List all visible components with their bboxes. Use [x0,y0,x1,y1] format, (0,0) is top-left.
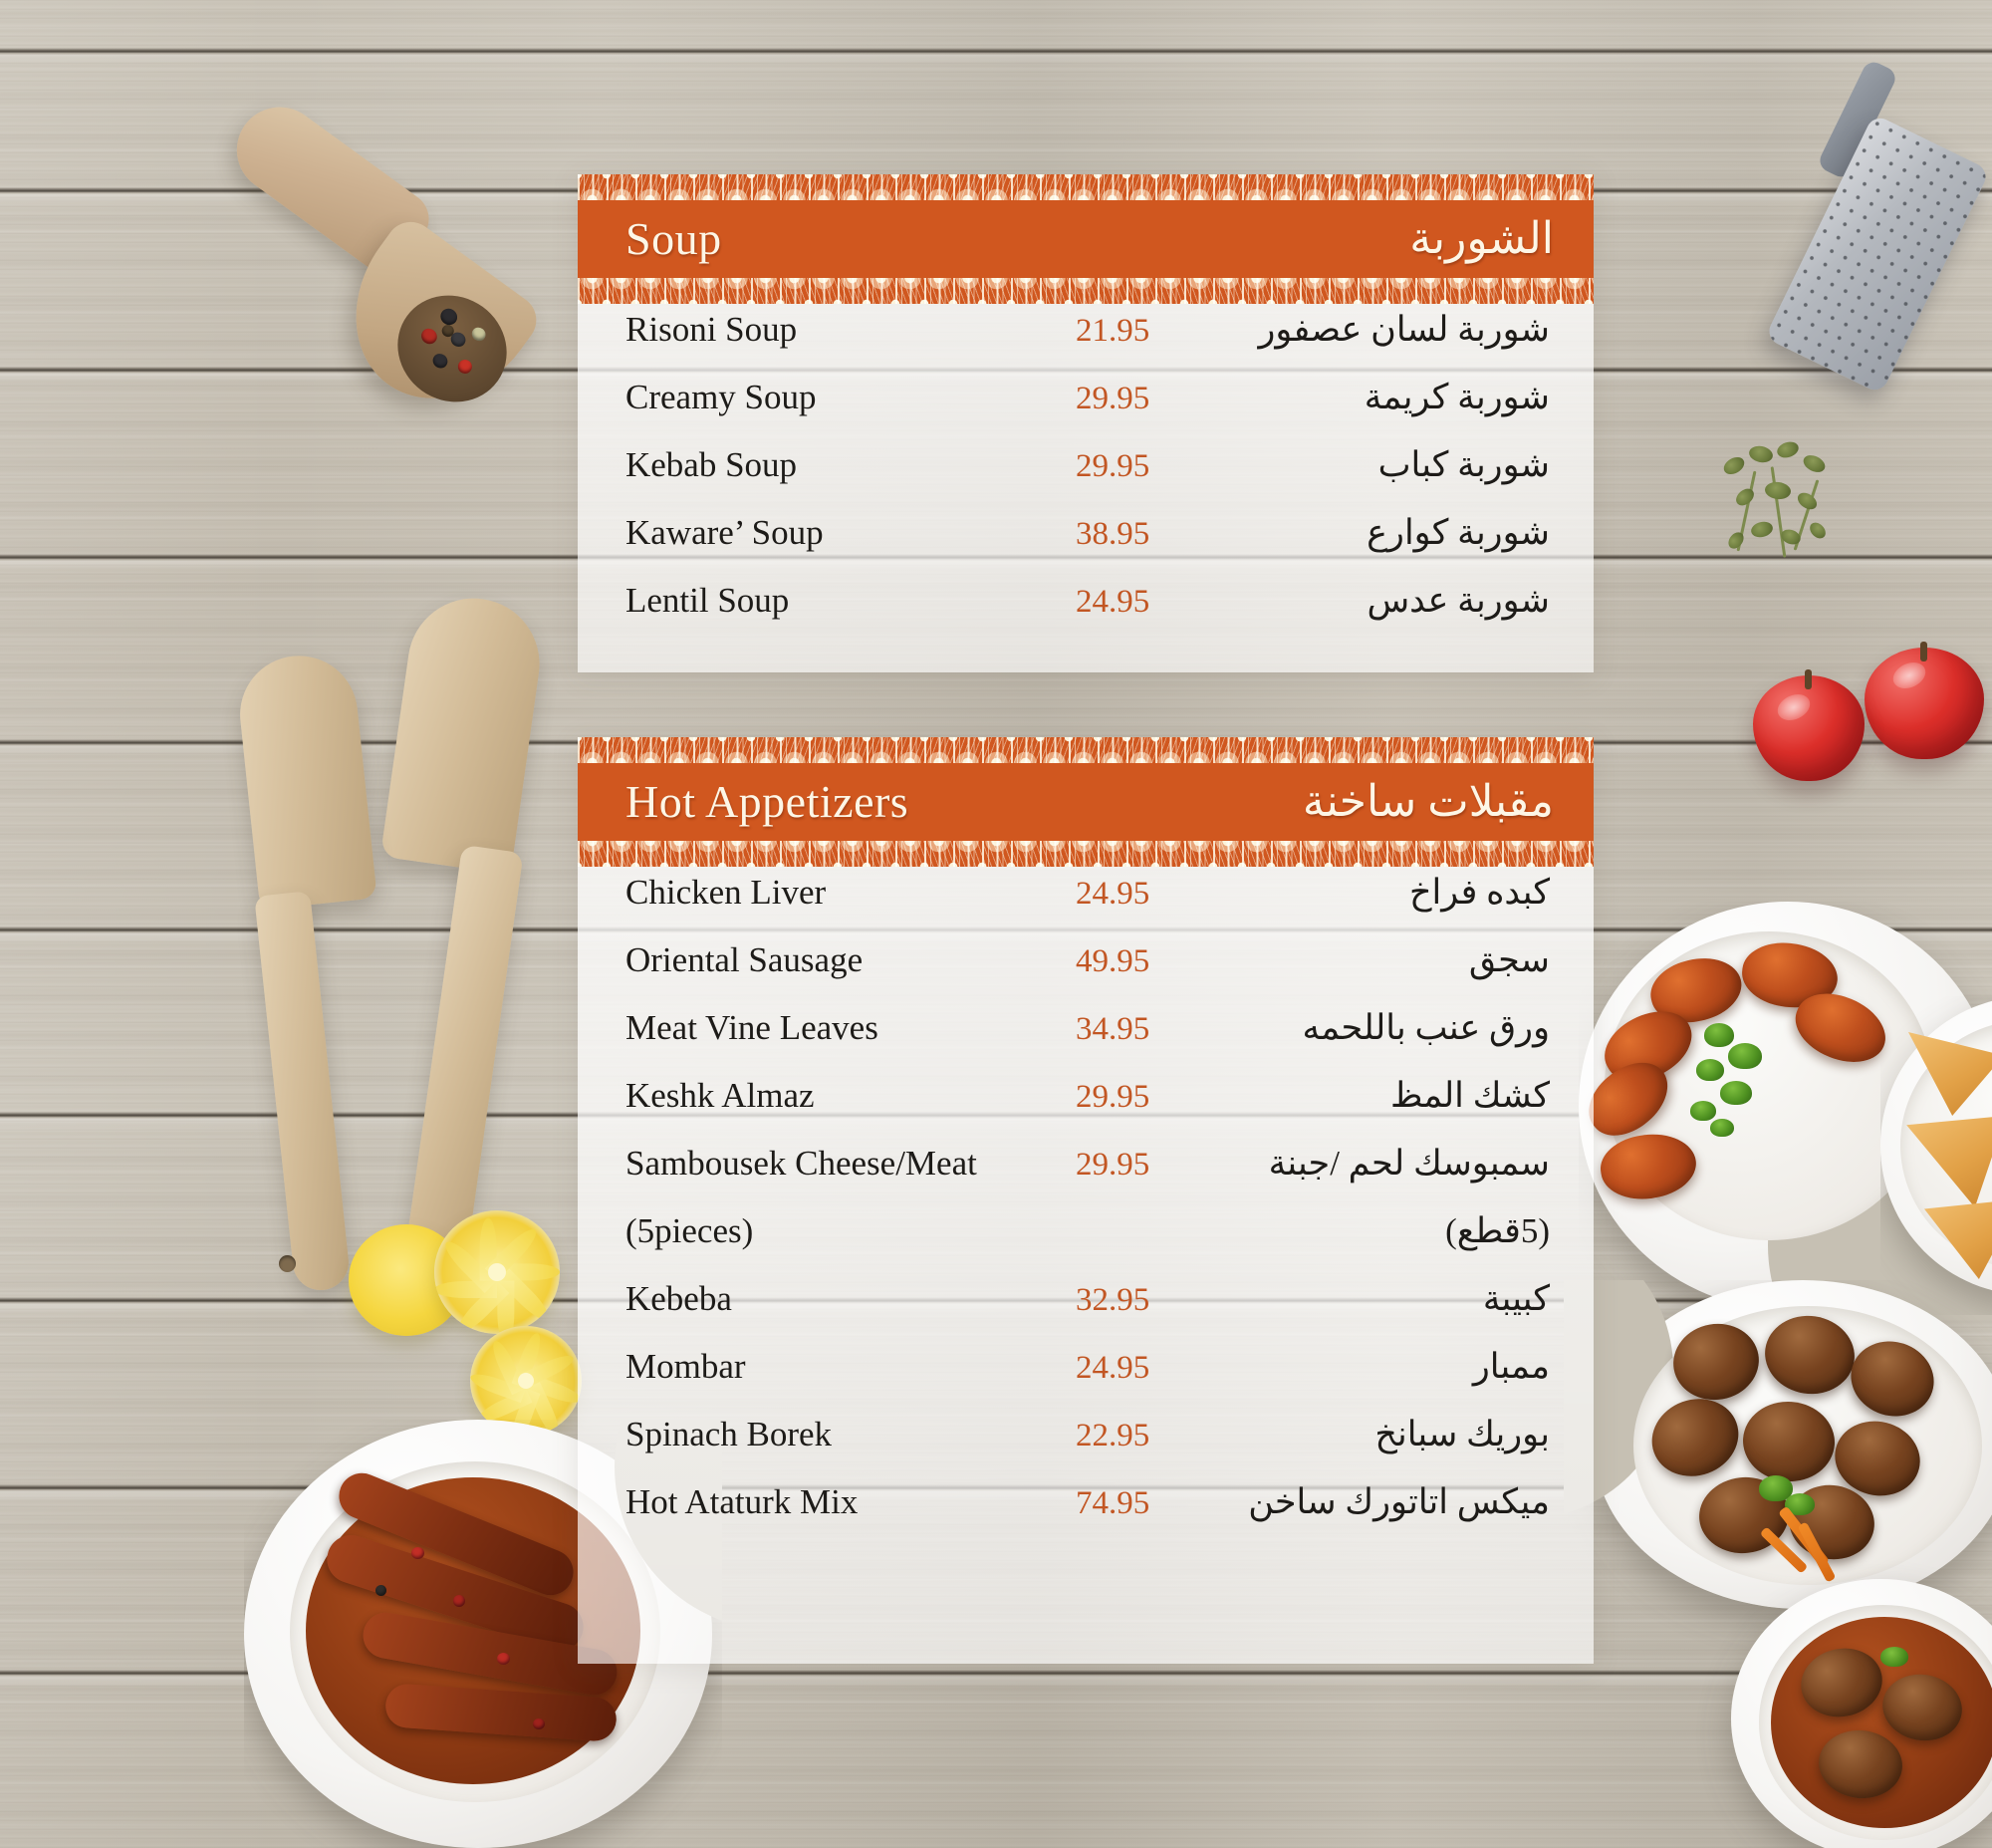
section-panel-hot-appetizers: Hot Appetizers مقبلات ساخنة Chicken Live… [578,737,1594,1664]
item-name-en: Chicken Liver [625,873,827,912]
item-price: 24.95 [1076,1350,1150,1386]
item-price: 22.95 [1076,1418,1150,1453]
menu-list-hot-appetizers: Chicken Liver 24.95 كبده فراخ Oriental S… [578,867,1594,1580]
section-header-soup: Soup الشوربة [578,200,1594,278]
lemon-slices [349,1210,637,1469]
plank-seam [0,48,1992,55]
item-name-en: (5pieces) [625,1211,754,1250]
item-name-ar: شوربة لسان عصفور [1258,310,1551,349]
section-header-hot-appetizers: Hot Appetizers مقبلات ساخنة [578,763,1594,841]
menu-item-row[interactable]: Risoni Soup 21.95 شوربة لسان عصفور [578,310,1594,378]
ornament-band-top [578,174,1594,200]
item-name-ar: ورق عنب باللحمه [1302,1008,1550,1047]
menu-list-soup: Risoni Soup 21.95 شوربة لسان عصفور Cream… [578,304,1594,678]
item-name-en: Lentil Soup [625,581,790,620]
item-name-ar: كبده فراخ [1408,873,1550,912]
section-title-en: Hot Appetizers [625,776,909,827]
item-name-en: Kebeba [625,1279,732,1318]
menu-item-row[interactable]: Keshk Almaz 29.95 كشك المظ [578,1076,1594,1144]
item-price: 29.95 [1076,1079,1150,1115]
section-panel-soup: Soup الشوربة Risoni Soup 21.95 شوربة لسا… [578,174,1594,672]
menu-item-row[interactable]: Oriental Sausage 49.95 سجق [578,940,1594,1008]
item-price: 74.95 [1076,1485,1150,1521]
section-title-ar: الشوربة [1409,213,1554,263]
menu-item-row[interactable]: Lentil Soup 24.95 شوربة عدس [578,581,1594,649]
item-price: 21.95 [1076,313,1150,349]
ornament-band-bottom [578,278,1594,304]
item-name-en: Risoni Soup [625,310,798,349]
red-apples [1753,642,1992,807]
item-price: 32.95 [1076,1282,1150,1318]
item-name-ar: شوربة عدس [1367,581,1550,620]
item-name-ar: ممبار [1472,1347,1550,1386]
metal-grater [1764,58,1992,428]
item-name-ar: شوربة كباب [1377,445,1550,484]
item-name-en: Kebab Soup [625,445,798,484]
item-price: 24.95 [1076,876,1150,912]
menu-item-row[interactable]: Mombar 24.95 ممبار [578,1347,1594,1415]
menu-item-row[interactable]: Kebab Soup 29.95 شوربة كباب [578,445,1594,513]
menu-item-row[interactable]: Kaware’ Soup 38.95 شوربة كوارع [578,513,1594,581]
section-title-en: Soup [625,213,722,264]
item-name-ar: ميكس اتاتورك ساخن [1248,1482,1550,1521]
item-name-en: Spinach Borek [625,1415,833,1453]
item-name-en: Oriental Sausage [625,940,864,979]
item-name-ar: سمبوسك لحم /جبنة [1268,1144,1550,1183]
item-name-en: Keshk Almaz [625,1076,815,1115]
item-name-ar: كبيبة [1482,1279,1550,1318]
menu-item-row-continuation[interactable]: (5pieces) (5قطع) [578,1211,1594,1279]
plank-seam [0,1670,1992,1677]
ornament-band-bottom [578,841,1594,867]
item-name-en: Mombar [625,1347,746,1386]
menu-item-row[interactable]: Meat Vine Leaves 34.95 ورق عنب باللحمه [578,1008,1594,1076]
plate-of-grilled-meatballs [1564,1280,1992,1848]
item-price: 38.95 [1076,516,1150,552]
plank-highlight [0,1677,1992,1687]
item-name-en: Hot Ataturk Mix [625,1482,859,1521]
menu-item-row[interactable]: Kebeba 32.95 كبيبة [578,1279,1594,1347]
item-price: 29.95 [1076,448,1150,484]
item-name-ar: شوربة كريمة [1364,378,1550,416]
wooden-scoop-with-peppercorns [219,90,578,438]
item-price: 24.95 [1076,584,1150,620]
item-name-ar: شوربة كوارع [1367,513,1550,552]
plate-of-samosas [1880,996,1992,1315]
menu-item-row[interactable]: Chicken Liver 24.95 كبده فراخ [578,873,1594,940]
ornament-band-top [578,737,1594,763]
item-price: 29.95 [1076,1147,1150,1183]
item-price: 29.95 [1076,381,1150,416]
item-name-en: Sambousek Cheese/Meat [625,1144,977,1183]
item-price: 49.95 [1076,943,1150,979]
item-price: 34.95 [1076,1011,1150,1047]
item-name-ar: سجق [1468,940,1550,979]
menu-item-row[interactable]: Sambousek Cheese/Meat 29.95 سمبوسك لحم /… [578,1144,1594,1211]
item-name-en: Meat Vine Leaves [625,1008,878,1047]
item-name-ar: بوريك سبانخ [1374,1415,1550,1453]
section-title-ar: مقبلات ساخنة [1302,776,1554,826]
herb-sprig [1693,438,1863,608]
plank-highlight [0,55,1992,65]
item-name-ar: كشك المظ [1390,1076,1550,1115]
menu-item-row[interactable]: Spinach Borek 22.95 بوريك سبانخ [578,1415,1594,1482]
item-name-en: Creamy Soup [625,378,817,416]
item-name-en: Kaware’ Soup [625,513,824,552]
menu-item-row[interactable]: Creamy Soup 29.95 شوربة كريمة [578,378,1594,445]
item-name-ar: (5قطع) [1445,1211,1550,1250]
menu-item-row[interactable]: Hot Ataturk Mix 74.95 ميكس اتاتورك ساخن [578,1482,1594,1550]
